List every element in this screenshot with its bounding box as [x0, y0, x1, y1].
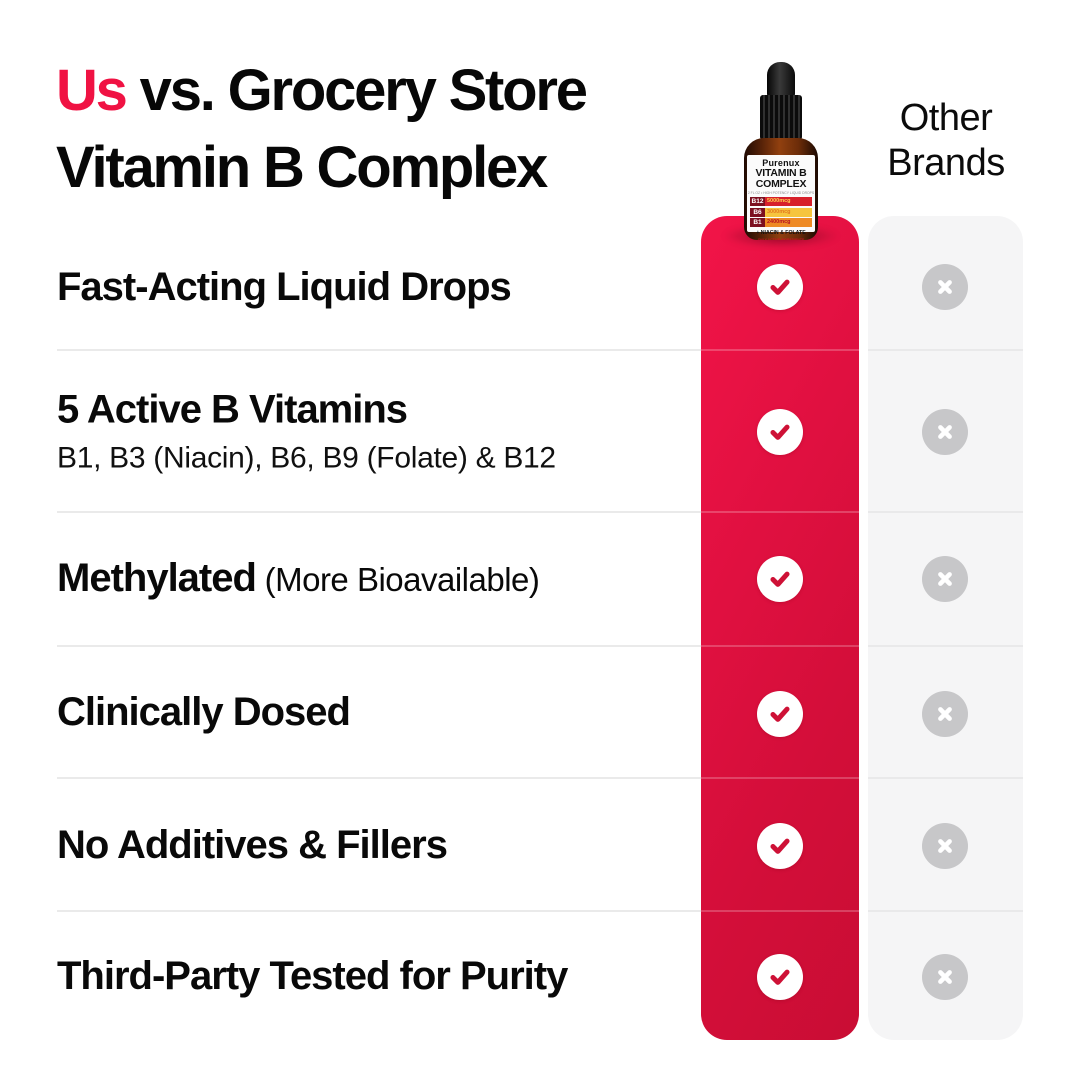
row-separator	[868, 349, 1023, 351]
feature-row-label: Third-Party Tested for Purity	[57, 954, 568, 998]
title-line-2: Vitamin B Complex	[56, 135, 548, 200]
row-divider	[57, 511, 702, 513]
vitamin-bar: B6 3000mcg	[750, 207, 812, 217]
bottle-glass: Purenux VITAMIN B COMPLEX 2 FL OZ • HIGH…	[744, 138, 818, 240]
brand-logo: Purenux	[762, 158, 800, 168]
check-icon	[757, 954, 803, 1000]
row-separator	[701, 349, 859, 351]
cross-icon	[922, 409, 968, 455]
row-divider	[57, 910, 702, 912]
us-column	[701, 216, 859, 1040]
row-separator	[701, 511, 859, 513]
product-bottle: Purenux VITAMIN B COMPLEX 2 FL OZ • HIGH…	[744, 62, 818, 240]
feature-row-sublabel: B1, B3 (Niacin), B6, B9 (Folate) & B12	[57, 441, 556, 475]
feature-row-label: 5 Active B Vitamins B1, B3 (Niacin), B6,…	[57, 387, 556, 475]
row-divider	[57, 777, 702, 779]
feature-row-label: No Additives & Fillers	[57, 823, 448, 867]
row-separator	[868, 777, 1023, 779]
bottle-label: Purenux VITAMIN B COMPLEX 2 FL OZ • HIGH…	[747, 155, 815, 240]
check-icon	[757, 409, 803, 455]
feature-row-label: Fast-Acting Liquid Drops	[57, 265, 512, 309]
cross-icon	[922, 823, 968, 869]
feature-row-suffix: (More Bioavailable)	[255, 561, 540, 598]
dropper-bulb	[767, 62, 795, 99]
product-name-line1: VITAMIN B	[755, 167, 807, 179]
feature-row-label: Clinically Dosed	[57, 690, 351, 734]
dropper-cap	[760, 95, 802, 140]
row-separator	[868, 910, 1023, 912]
label-extra: + NIACIN & FOLATE	[756, 230, 806, 236]
check-icon	[757, 264, 803, 310]
cross-icon	[922, 264, 968, 310]
feature-row-label: Methylated (More Bioavailable)	[57, 556, 540, 600]
cross-icon	[922, 556, 968, 602]
label-footnote-1: ONLY ACTIVE INGREDIENTS	[757, 238, 805, 240]
row-divider	[57, 645, 702, 647]
row-separator	[701, 645, 859, 647]
row-separator	[701, 777, 859, 779]
check-icon	[757, 691, 803, 737]
row-separator	[868, 645, 1023, 647]
product-name-line2: COMPLEX	[755, 178, 807, 190]
row-divider	[57, 349, 702, 351]
title-line-1: Us vs. Grocery Store	[56, 58, 588, 123]
other-brands-header: Other Brands	[887, 97, 1005, 184]
vitamin-bar: B1 2400mcg	[750, 218, 812, 227]
row-separator	[701, 910, 859, 912]
row-separator	[868, 511, 1023, 513]
vitamin-bars: B12 5000mcg B6 3000mcg B1 2400mcg	[750, 197, 812, 229]
vitamin-bar: B12 5000mcg	[750, 197, 812, 206]
check-icon	[757, 823, 803, 869]
page-title: Us vs. Grocery Store Vitamin B Complex	[56, 52, 588, 206]
cross-icon	[922, 691, 968, 737]
label-subline: 2 FL OZ • HIGH POTENCY LIQUID DROPS	[747, 191, 815, 195]
title-accent: Us	[56, 58, 128, 123]
other-brands-column	[868, 216, 1023, 1040]
cross-icon	[922, 954, 968, 1000]
check-icon	[757, 556, 803, 602]
